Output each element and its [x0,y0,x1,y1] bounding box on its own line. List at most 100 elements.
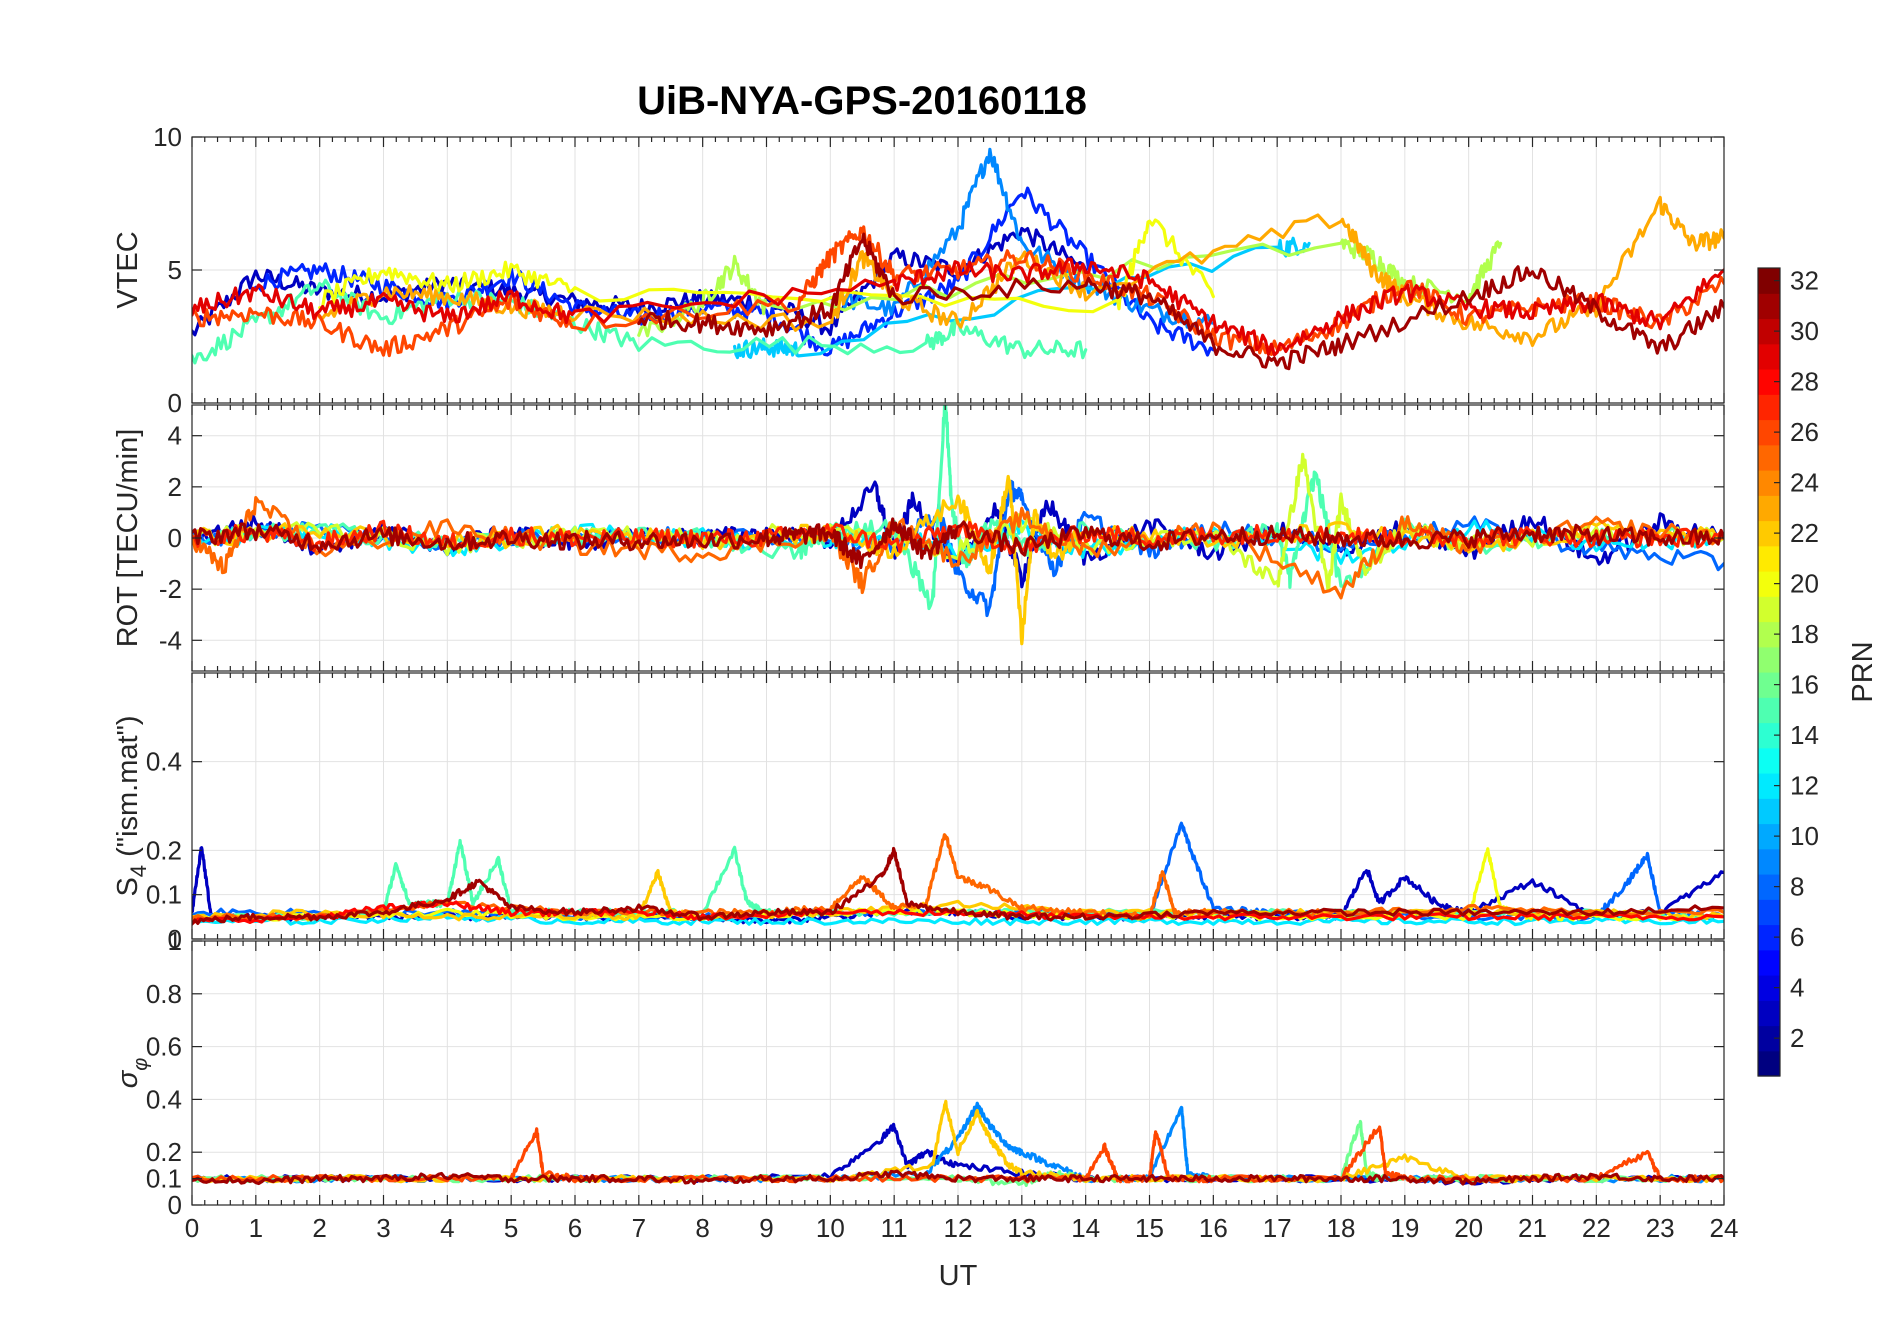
y-axis-label: VTEC [112,231,144,308]
colorbar-swatch [1758,773,1780,799]
x-tick-label: 21 [1518,1213,1547,1243]
y-tick-label: 0.8 [146,979,182,1009]
colorbar-swatch [1758,747,1780,774]
colorbar-tick-label: 18 [1790,619,1819,649]
x-tick-label: 20 [1454,1213,1483,1243]
x-tick-label: 8 [695,1213,709,1243]
x-tick-label: 16 [1199,1213,1228,1243]
y-tick-label: 0.2 [146,835,182,865]
colorbar-swatch [1758,268,1780,294]
y-tick-label: 0.4 [146,1084,182,1114]
panel-vtec: 0 5 10 VTEC [112,122,1725,418]
colorbar-tick-label: 12 [1790,771,1819,801]
colorbar-swatch [1758,571,1780,597]
series-prn-31 [192,846,1724,926]
y-axis-label: S4 ("ism.mat") [112,715,151,896]
colorbar-tick-label: 10 [1790,821,1819,851]
series-prn-20 [318,218,1215,314]
x-tick-label: 22 [1582,1213,1611,1243]
x-tick-label: 19 [1390,1213,1419,1243]
x-axis-label: UT [939,1260,978,1292]
x-tick-label: 6 [568,1213,582,1243]
colorbar-tick-label: 24 [1790,468,1819,498]
colorbar-swatch [1758,369,1780,395]
y-tick-label: -2 [159,574,182,604]
colorbar-swatch [1758,293,1780,320]
colorbar-swatch [1758,419,1780,446]
traces [192,821,1724,927]
traces [192,1099,1724,1187]
x-tick-label: 23 [1646,1213,1675,1243]
x-tick-label: 2 [312,1213,326,1243]
series-prn-26 [192,225,1724,358]
colorbar-tick-label: 8 [1790,872,1804,902]
colorbar-swatch [1758,646,1780,673]
colorbar-swatch [1758,1025,1780,1052]
x-tick-label: 14 [1071,1213,1100,1243]
x-tick-label: 12 [944,1213,973,1243]
x-tick-label: 4 [440,1213,454,1243]
y-tick-label: 2 [168,472,182,502]
colorbar-swatch [1758,823,1780,850]
y-tick-label: 0.2 [146,1137,182,1167]
colorbar-tick-label: 30 [1790,316,1819,346]
y-tick-label: 0 [168,924,182,954]
colorbar-swatch [1758,394,1780,421]
series-prn-31 [192,1169,1724,1186]
traces [192,405,1724,646]
x-tick-label: 13 [1007,1213,1036,1243]
y-axis-label: σφ [112,1058,152,1089]
colorbar-swatch [1758,495,1780,522]
series-prn-28 [192,899,1724,926]
colorbar-swatch [1758,520,1780,547]
colorbar-swatch [1758,697,1780,724]
x-tick-label: 1 [249,1213,263,1243]
colorbar-swatch [1758,798,1780,825]
x-tick-label: 3 [376,1213,390,1243]
colorbar-swatch [1758,848,1780,875]
chart-title: UiB-NYA-GPS-20160118 [637,79,1087,123]
x-tick-label: 7 [632,1213,646,1243]
colorbar-swatch [1758,949,1780,976]
colorbar-swatch [1758,596,1780,623]
series-prn-31 [637,232,1724,371]
colorbar-tick-label: 28 [1790,367,1819,397]
colorbar-swatch [1758,975,1780,1001]
series-prn-29 [192,257,1724,357]
colorbar-swatch [1758,545,1780,572]
colorbar-tick-label: 22 [1790,518,1819,548]
colorbar-swatch [1758,444,1780,471]
colorbar-swatch [1758,924,1780,951]
colorbar-swatch [1758,343,1780,370]
y-tick-label: 0 [168,523,182,553]
series-prn-11 [733,236,1311,360]
x-tick-label: 18 [1327,1213,1356,1243]
colorbar-swatch [1758,318,1780,345]
colorbar-swatch [1758,722,1780,749]
x-tick-label: 5 [504,1213,518,1243]
y-tick-label: 0.1 [146,1164,182,1194]
y-tick-label: 5 [168,255,182,285]
series-prn-12 [192,912,1724,927]
series-prn-18 [637,238,1503,338]
x-tick-label: 10 [816,1213,845,1243]
colorbar-swatch [1758,1000,1780,1027]
series-prn-31 [192,517,1724,570]
x-tick-label: 15 [1135,1213,1164,1243]
y-tick-label: 10 [153,122,182,152]
colorbar-tick-label: 4 [1790,973,1804,1003]
colorbar-swatch [1758,899,1780,926]
colorbar-tick-label: 20 [1790,569,1819,599]
colorbar-swatch [1758,621,1780,648]
y-axis-label: ROT [TECU/min] [112,429,144,648]
colorbar-tick-label: 26 [1790,417,1819,447]
colorbar-swatch [1758,470,1780,496]
y-tick-label: -4 [159,625,182,655]
y-tick-label: 4 [168,421,182,451]
panel-rot: -4 -2 0 2 4 ROT [TECU/min] [112,404,1725,672]
y-tick-label: 0 [168,1190,182,1220]
